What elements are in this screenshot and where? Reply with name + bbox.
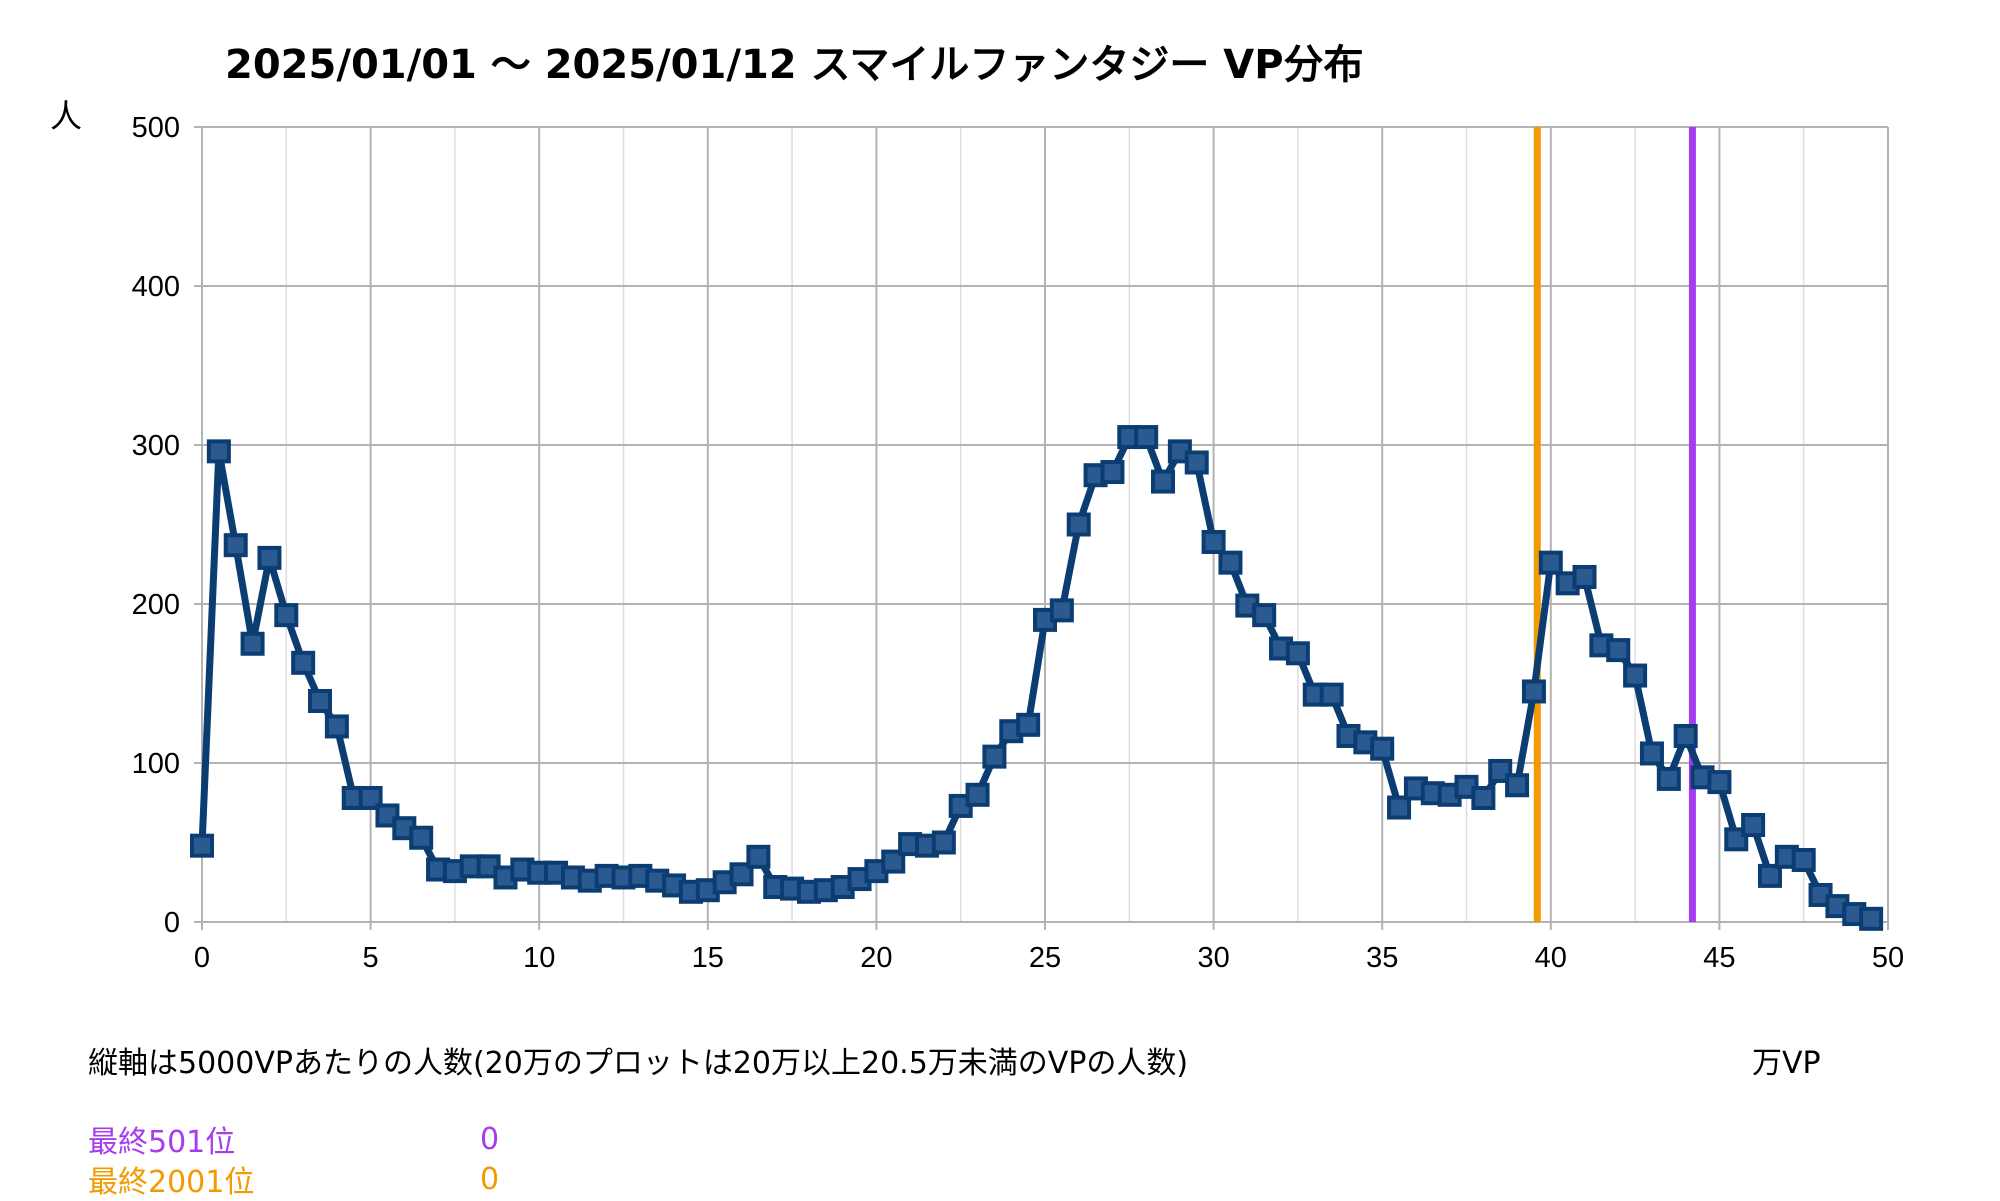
data-point — [1623, 663, 1648, 688]
data-point — [1859, 906, 1884, 931]
data-point — [1471, 785, 1496, 810]
grid-lines — [194, 126, 1889, 930]
data-point — [729, 862, 754, 887]
data-point — [1606, 638, 1631, 663]
y-tick-labels: 0 100 200 300 400 500 — [132, 112, 180, 939]
data-point — [257, 545, 282, 570]
data-point — [746, 844, 771, 869]
data-point — [1791, 847, 1816, 872]
legend-value-2001: 0 — [480, 1162, 500, 1197]
data-point — [1673, 723, 1698, 748]
data-point — [206, 439, 231, 464]
data-point — [1505, 773, 1530, 798]
data-point — [1656, 766, 1681, 791]
data-point — [1741, 813, 1766, 838]
data-point — [1639, 741, 1664, 766]
data-point — [1201, 529, 1226, 554]
data-point — [1066, 512, 1091, 537]
data-point — [1218, 550, 1243, 575]
x-tick-label: 20 — [860, 942, 892, 974]
x-tick-label: 15 — [692, 942, 724, 974]
data-point — [358, 785, 383, 810]
x-tick-label: 45 — [1703, 942, 1735, 974]
chart-title: 2025/01/01 〜 2025/01/12 スマイルファンタジー VP分布 — [225, 42, 1364, 88]
series-group — [190, 425, 1884, 931]
y-tick-label: 0 — [164, 907, 180, 939]
x-tick-label: 40 — [1535, 942, 1567, 974]
data-point — [240, 631, 265, 656]
x-tick-label: 0 — [194, 942, 210, 974]
data-point — [1016, 712, 1041, 737]
data-point — [982, 744, 1007, 769]
x-tick-label: 10 — [523, 942, 555, 974]
data-point — [1285, 641, 1310, 666]
data-point — [1134, 425, 1159, 450]
reference-lines — [1533, 127, 1696, 922]
data-point — [1252, 603, 1277, 628]
data-point — [1572, 564, 1597, 589]
data-point — [1370, 736, 1395, 761]
y-tick-label: 100 — [132, 748, 180, 780]
data-point — [1538, 550, 1563, 575]
data-point — [223, 533, 248, 558]
data-point — [1521, 679, 1546, 704]
y-tick-label: 400 — [132, 271, 180, 303]
data-point — [1757, 863, 1782, 888]
data-point — [190, 833, 214, 858]
axis-note: 縦軸は5000VPあたりの人数(20万のプロットは20万以上20.5万未満のVP… — [88, 1046, 1189, 1081]
data-point — [308, 688, 333, 713]
data-point — [1387, 795, 1412, 820]
y-tick-label: 500 — [132, 112, 180, 144]
x-tick-label: 25 — [1029, 942, 1061, 974]
y-tick-label: 300 — [132, 430, 180, 462]
data-point — [965, 782, 990, 807]
data-point — [881, 849, 906, 874]
data-point — [1100, 460, 1125, 485]
y-tick-label: 200 — [132, 589, 180, 621]
legend-label-501: 最終501位 — [88, 1125, 236, 1160]
data-point — [1707, 770, 1732, 795]
data-point — [1184, 450, 1209, 475]
data-point — [291, 650, 316, 675]
data-point — [1049, 598, 1074, 623]
x-tick-label: 30 — [1197, 942, 1229, 974]
series-line — [198, 433, 1873, 923]
y-axis-label: 人 — [50, 97, 82, 135]
data-point — [1151, 469, 1176, 494]
data-point — [409, 825, 434, 850]
x-tick-labels: 0 5 10 15 20 25 30 35 40 45 50 — [194, 942, 1904, 974]
legend-label-2001: 最終2001位 — [88, 1165, 255, 1200]
data-point — [274, 603, 299, 628]
x-axis-label: 万VP — [1752, 1046, 1821, 1081]
data-point — [324, 714, 349, 739]
data-point — [1319, 682, 1344, 707]
x-tick-label: 35 — [1366, 942, 1398, 974]
x-tick-label: 5 — [363, 942, 379, 974]
legend-value-501: 0 — [480, 1122, 500, 1157]
x-tick-label: 50 — [1872, 942, 1904, 974]
data-point — [931, 830, 956, 855]
